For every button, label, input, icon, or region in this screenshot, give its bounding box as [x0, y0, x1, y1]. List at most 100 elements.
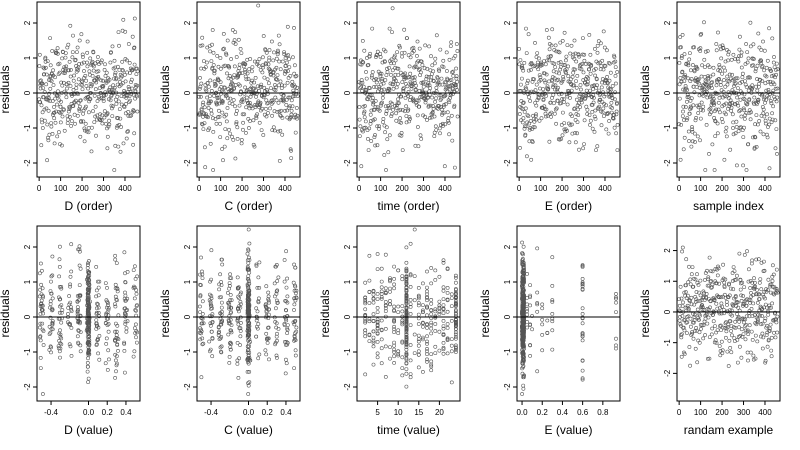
- data-point: [707, 65, 712, 70]
- data-point: [69, 119, 74, 123]
- data-point: [382, 59, 387, 64]
- data-point: [561, 97, 566, 102]
- data-point: [244, 105, 249, 110]
- data-point: [695, 272, 699, 277]
- y-tick-label: 2: [23, 244, 32, 249]
- data-point: [404, 384, 409, 389]
- data-point: [106, 329, 111, 334]
- data-point: [590, 110, 595, 114]
- data-point: [261, 34, 266, 38]
- data-point: [756, 97, 761, 102]
- data-point: [716, 100, 721, 105]
- data-point: [402, 27, 407, 32]
- data-point: [229, 310, 234, 315]
- data-point: [603, 78, 608, 82]
- data-point: [60, 83, 65, 88]
- data-point: [747, 97, 752, 102]
- data-point: [135, 274, 140, 279]
- data-point: [586, 93, 590, 98]
- data-point: [440, 111, 445, 115]
- data-point: [691, 63, 695, 67]
- data-point: [278, 67, 283, 72]
- data-point: [252, 144, 257, 149]
- data-point: [748, 350, 753, 355]
- data-point: [532, 77, 536, 82]
- data-point: [418, 70, 423, 75]
- data-point: [449, 91, 453, 96]
- x-tick-label: -0.4: [44, 408, 58, 417]
- y-tick-label: -1: [343, 348, 352, 356]
- data-point: [746, 142, 751, 147]
- data-point: [199, 375, 204, 380]
- data-point: [416, 285, 421, 290]
- data-point: [379, 71, 384, 76]
- data-point: [282, 50, 287, 55]
- data-point: [118, 116, 123, 121]
- data-point: [447, 57, 452, 62]
- data-point: [767, 166, 772, 171]
- data-point: [678, 76, 683, 80]
- data-point: [218, 272, 223, 277]
- data-point: [228, 84, 233, 89]
- data-point: [549, 110, 554, 115]
- data-point: [601, 67, 606, 72]
- data-point: [614, 343, 618, 348]
- data-point: [77, 38, 82, 43]
- data-point: [697, 81, 702, 86]
- data-point: [767, 26, 772, 31]
- data-point: [453, 273, 458, 278]
- data-point: [592, 114, 597, 119]
- data-point: [230, 102, 235, 106]
- x-tick-label: 5: [375, 408, 380, 417]
- data-point: [409, 86, 414, 91]
- data-point: [364, 76, 369, 81]
- data-point: [221, 32, 226, 36]
- data-point: [394, 105, 399, 110]
- x-tick-label: 0.4: [557, 408, 569, 417]
- data-point: [290, 79, 295, 84]
- data-point: [764, 65, 769, 70]
- data-point: [58, 104, 63, 109]
- data-point: [520, 66, 525, 71]
- data-point: [245, 251, 250, 256]
- data-point: [66, 117, 70, 122]
- data-point: [71, 33, 75, 38]
- data-point: [770, 301, 775, 306]
- data-point: [127, 71, 132, 76]
- data-point: [554, 121, 559, 126]
- data-point: [730, 279, 735, 283]
- data-point: [379, 318, 384, 323]
- data-point: [402, 50, 407, 55]
- data-point: [38, 355, 43, 360]
- data-point: [285, 276, 290, 281]
- data-point: [613, 97, 617, 102]
- data-point: [241, 120, 246, 125]
- data-point: [38, 366, 43, 371]
- data-point: [707, 151, 711, 156]
- data-point: [114, 102, 119, 106]
- data-point: [770, 111, 775, 116]
- data-point: [558, 60, 563, 65]
- data-point: [584, 62, 588, 66]
- data-point: [437, 299, 442, 304]
- plot-frame: [516, 1, 621, 178]
- data-point: [375, 351, 380, 356]
- data-point: [408, 284, 413, 289]
- data-point: [730, 100, 734, 105]
- data-point: [544, 114, 548, 119]
- data-point: [47, 132, 52, 137]
- data-point: [693, 140, 697, 144]
- data-point: [519, 106, 524, 110]
- data-point: [50, 308, 55, 313]
- data-point: [431, 104, 435, 108]
- data-point: [710, 80, 715, 85]
- data-point: [709, 110, 714, 115]
- data-point: [727, 72, 732, 77]
- data-point: [569, 43, 574, 48]
- data-point: [392, 354, 397, 359]
- x-tick-label: 300: [257, 184, 271, 193]
- y-tick-label: -2: [23, 383, 32, 391]
- data-point: [198, 76, 202, 80]
- scatter-points: [37, 16, 140, 172]
- data-point: [678, 157, 683, 162]
